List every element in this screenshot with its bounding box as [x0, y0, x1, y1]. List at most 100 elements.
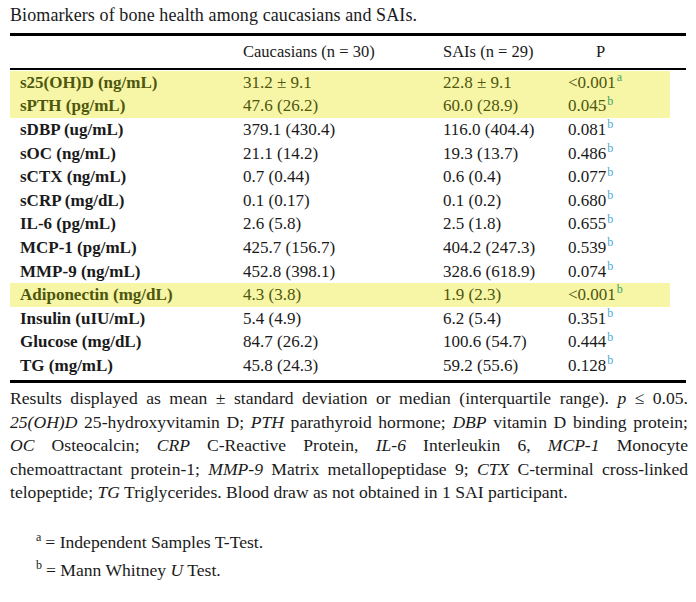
caucasians-value: 425.7 (156.7) [243, 238, 443, 258]
table-row: Glucose (mg/dL) 84.7 (26.2) 100.6 (54.7)… [10, 331, 686, 355]
table-body: s25(OH)D (ng/mL) 31.2 ± 9.1 22.8 ± 9.1 <… [10, 70, 686, 380]
caucasians-value: 84.7 (26.2) [243, 332, 443, 352]
p-value: 0.539b [568, 238, 686, 258]
caucasians-value: 4.3 (3.8) [243, 285, 443, 305]
significance-superscript: b [617, 282, 623, 296]
sais-value: 328.6 (618.9) [443, 262, 568, 282]
biomarkers-table: Caucasians (n = 30) SAIs (n = 29) P s25(… [10, 33, 686, 383]
significance-superscript: b [607, 117, 613, 131]
caucasians-value: 452.8 (398.1) [243, 262, 443, 282]
table-row: sCRP (mg/dL) 0.1 (0.17) 0.1 (0.2) 0.680b [10, 189, 686, 213]
paper-table-page: Biomarkers of bone health among caucasia… [0, 0, 696, 602]
p-value-number: 0.128 [568, 356, 606, 375]
biomarker-label: sDBP (ug/mL) [10, 120, 243, 140]
p-value-number: 0.351 [568, 309, 606, 328]
caucasians-value: 47.6 (26.2) [243, 96, 443, 116]
header-caucasians: Caucasians (n = 30) [243, 42, 443, 62]
p-value-number: 0.680 [568, 191, 606, 210]
biomarker-label: sCTX (ng/mL) [10, 167, 243, 187]
p-value: 0.680b [568, 191, 686, 211]
biomarker-label: Adiponectin (mg/dL) [10, 285, 243, 305]
p-value-number: 0.444 [568, 332, 606, 351]
table-row: MCP-1 (pg/mL) 425.7 (156.7) 404.2 (247.3… [10, 236, 686, 260]
footnote-note: b= Mann Whitney U Test. [36, 556, 688, 584]
significance-superscript: b [607, 330, 613, 344]
biomarker-label: sOC (ng/mL) [10, 144, 243, 164]
biomarker-label: MCP-1 (pg/mL) [10, 238, 243, 258]
significance-superscript: b [607, 306, 613, 320]
table-row: sPTH (pg/mL) 47.6 (26.2) 60.0 (28.9) 0.0… [10, 95, 686, 119]
caucasians-value: 0.1 (0.17) [243, 191, 443, 211]
p-value: <0.001b [568, 285, 686, 305]
significance-superscript: b [607, 235, 613, 249]
p-value: 0.045b [568, 96, 686, 116]
footnote-note: a= Independent Samples T-Test. [36, 528, 688, 556]
p-value-number: 0.486 [568, 144, 606, 163]
biomarker-label: IL-6 (pg/mL) [10, 214, 243, 234]
table-row: MMP-9 (ng/mL) 452.8 (398.1) 328.6 (618.9… [10, 260, 686, 284]
sais-value: 2.5 (1.8) [443, 214, 568, 234]
p-value: 0.077b [568, 167, 686, 187]
sais-value: 59.2 (55.6) [443, 356, 568, 376]
table-row: IL-6 (pg/mL) 2.6 (5.8) 2.5 (1.8) 0.655b [10, 213, 686, 237]
table-row: sCTX (ng/mL) 0.7 (0.44) 0.6 (0.4) 0.077b [10, 165, 686, 189]
sais-value: 60.0 (28.9) [443, 96, 568, 116]
p-value-number: 0.655 [568, 214, 606, 233]
caucasians-value: 45.8 (24.3) [243, 356, 443, 376]
biomarker-label: Insulin (uIU/mL) [10, 309, 243, 329]
table-row: sOC (ng/mL) 21.1 (14.2) 19.3 (13.7) 0.48… [10, 142, 686, 166]
biomarker-label: s25(OH)D (ng/mL) [10, 73, 243, 93]
biomarker-label: sCRP (mg/dL) [10, 191, 243, 211]
table-row: TG (mg/mL) 45.8 (24.3) 59.2 (55.6) 0.128… [10, 354, 686, 378]
biomarker-label: sPTH (pg/mL) [10, 96, 243, 116]
p-value: 0.486b [568, 144, 686, 164]
p-value-number: <0.001 [568, 285, 616, 304]
sais-value: 1.9 (2.3) [443, 285, 568, 305]
caucasians-value: 0.7 (0.44) [243, 167, 443, 187]
p-value-number: 0.539 [568, 238, 606, 257]
header-p: P [568, 42, 686, 62]
significance-superscript: b [607, 212, 613, 226]
table-row: s25(OH)D (ng/mL) 31.2 ± 9.1 22.8 ± 9.1 <… [10, 71, 686, 95]
sais-value: 0.6 (0.4) [443, 167, 568, 187]
table-header-row: Caucasians (n = 30) SAIs (n = 29) P [10, 36, 686, 70]
footnote-text: Results displayed as mean ± standard dev… [10, 387, 688, 505]
p-value: 0.081b [568, 120, 686, 140]
caucasians-value: 2.6 (5.8) [243, 214, 443, 234]
caucasians-value: 379.1 (430.4) [243, 120, 443, 140]
table-row: Adiponectin (mg/dL) 4.3 (3.8) 1.9 (2.3) … [10, 283, 686, 307]
p-value: <0.001a [568, 73, 686, 93]
p-value-number: 0.081 [568, 120, 606, 139]
sais-value: 19.3 (13.7) [443, 144, 568, 164]
p-value-number: <0.001 [568, 73, 616, 92]
p-value: 0.655b [568, 214, 686, 234]
header-sais: SAIs (n = 29) [443, 42, 568, 62]
p-value-number: 0.077 [568, 167, 606, 186]
p-value: 0.351b [568, 309, 686, 329]
significance-superscript: b [607, 165, 613, 179]
p-value: 0.074b [568, 262, 686, 282]
sais-value: 116.0 (404.4) [443, 120, 568, 140]
biomarker-label: TG (mg/mL) [10, 356, 243, 376]
p-value: 0.128b [568, 356, 686, 376]
caucasians-value: 21.1 (14.2) [243, 144, 443, 164]
table-row: sDBP (ug/mL) 379.1 (430.4) 116.0 (404.4)… [10, 118, 686, 142]
footnote-notes: a= Independent Samples T-Test.b= Mann Wh… [10, 528, 688, 584]
p-value: 0.444b [568, 332, 686, 352]
p-value-number: 0.074 [568, 262, 606, 281]
significance-superscript: b [607, 259, 613, 273]
biomarker-label: MMP-9 (ng/mL) [10, 262, 243, 282]
sais-value: 6.2 (5.4) [443, 309, 568, 329]
significance-superscript: b [607, 188, 613, 202]
caucasians-value: 5.4 (4.9) [243, 309, 443, 329]
table-row: Insulin (uIU/mL) 5.4 (4.9) 6.2 (5.4) 0.3… [10, 307, 686, 331]
significance-superscript: a [617, 70, 622, 84]
table-caption: Biomarkers of bone health among caucasia… [10, 5, 417, 26]
sais-value: 22.8 ± 9.1 [443, 73, 568, 93]
caucasians-value: 31.2 ± 9.1 [243, 73, 443, 93]
p-value-number: 0.045 [568, 96, 606, 115]
biomarker-label: Glucose (mg/dL) [10, 332, 243, 352]
significance-superscript: b [607, 141, 613, 155]
sais-value: 404.2 (247.3) [443, 238, 568, 258]
significance-superscript: b [607, 94, 613, 108]
